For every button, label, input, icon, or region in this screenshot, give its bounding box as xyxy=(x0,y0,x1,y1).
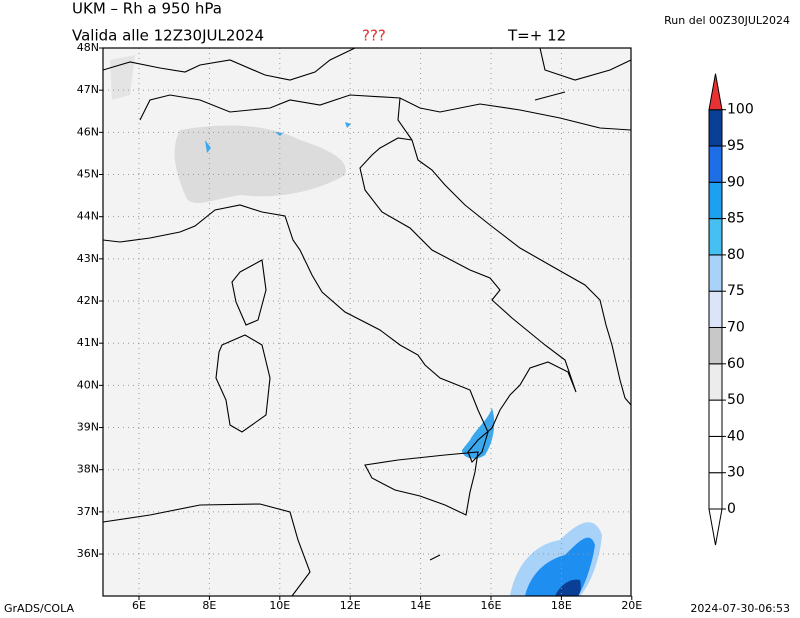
lon-label: 10E xyxy=(269,599,290,612)
colorbar-label: 0 xyxy=(727,501,736,517)
lat-label: 44N xyxy=(77,210,99,223)
colorbar-segment xyxy=(708,254,723,292)
colorbar-segment xyxy=(708,145,723,183)
colorbar-label: 90 xyxy=(727,174,745,190)
footer-left: GrADS/COLA xyxy=(4,602,74,615)
map xyxy=(102,47,632,597)
lon-label: 6E xyxy=(132,599,146,612)
lat-label: 38N xyxy=(77,463,99,476)
lat-label: 41N xyxy=(77,336,99,349)
lon-label: 14E xyxy=(410,599,431,612)
lon-label: 16E xyxy=(481,599,502,612)
lon-label: 8E xyxy=(202,599,216,612)
colorbar-label: 95 xyxy=(727,138,745,154)
shaded-area xyxy=(174,125,346,203)
run-time: Run del 00Z30JUL2024 xyxy=(664,14,790,27)
lat-label: 39N xyxy=(77,421,99,434)
coastline xyxy=(102,137,577,463)
colorbar-segment xyxy=(708,435,723,474)
colorbar-label: 50 xyxy=(727,392,745,408)
flag: ??? xyxy=(362,27,386,45)
sardinia xyxy=(215,334,271,433)
lat-label: 45N xyxy=(77,168,99,181)
lat-label: 47N xyxy=(77,83,99,96)
colorbar-label: 85 xyxy=(727,211,745,227)
map-title: UKM – Rh a 950 hPa xyxy=(72,0,222,18)
lat-label: 36N xyxy=(77,547,99,560)
lon-label: 12E xyxy=(340,599,361,612)
colorbar-segment xyxy=(708,218,723,256)
colorbar-segment xyxy=(708,363,723,401)
lat-label: 46N xyxy=(77,125,99,138)
colorbar-segment xyxy=(708,327,723,365)
colorbar-label: 70 xyxy=(727,320,745,336)
lat-label: 48N xyxy=(77,41,99,54)
lat-label: 37N xyxy=(77,505,99,518)
lat-label: 40N xyxy=(77,378,99,391)
coastline xyxy=(429,91,566,561)
valid-time: Valida alle 12Z30JUL2024 xyxy=(72,27,264,45)
colorbar-label: 100 xyxy=(727,102,754,118)
colorbar-label: 30 xyxy=(727,465,745,481)
colorbar-label: 60 xyxy=(727,356,745,372)
colorbar-segment xyxy=(708,290,723,329)
colorbar-label: 40 xyxy=(727,428,745,444)
map-frame xyxy=(102,47,632,597)
humid-area xyxy=(462,408,495,459)
africa-coast xyxy=(102,503,311,597)
colorbar-label: 75 xyxy=(727,283,745,299)
colorbar-over xyxy=(708,73,723,111)
footer-right: 2024-07-30-06:53 xyxy=(690,602,790,615)
coastline xyxy=(411,139,632,406)
colorbar-segment xyxy=(708,399,723,437)
border xyxy=(102,47,632,141)
colorbar: 0 30 40 50 60 70 75 80 85 90 95 100 xyxy=(708,73,754,546)
lat-label: 43N xyxy=(77,252,99,265)
forecast-step: T=+ 12 xyxy=(507,27,566,45)
lat-label: 42N xyxy=(77,294,99,307)
colorbar-segment xyxy=(708,109,723,147)
colorbar-segment xyxy=(708,472,723,510)
corsica xyxy=(231,259,267,326)
humid-area xyxy=(555,579,581,596)
lon-label: 20E xyxy=(621,599,642,612)
lon-label: 18E xyxy=(551,599,572,612)
colorbar-label: 80 xyxy=(727,247,745,263)
sicily xyxy=(364,451,479,516)
colorbar-segment xyxy=(708,181,723,220)
colorbar-under xyxy=(708,508,723,546)
